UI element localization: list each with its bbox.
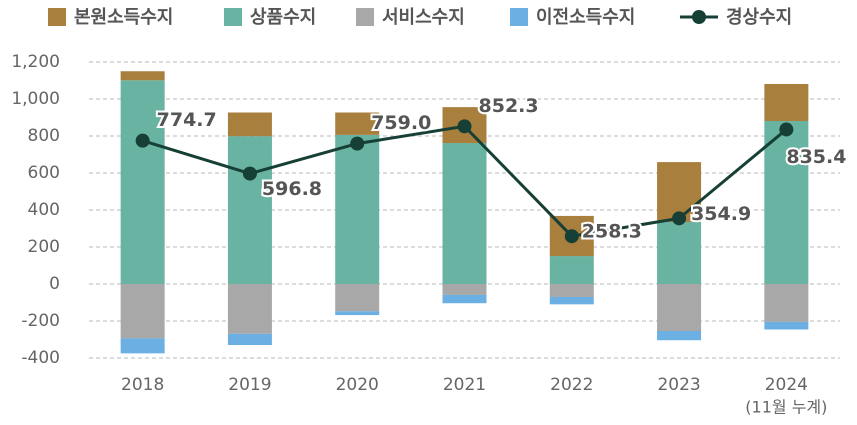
bar-segment bbox=[120, 284, 165, 339]
bar-segment bbox=[335, 112, 380, 135]
data-label: 354.9 bbox=[691, 203, 751, 225]
data-label: 258.3 bbox=[582, 221, 642, 243]
bar-segment bbox=[764, 284, 809, 322]
legend-label: 상품수지 bbox=[250, 7, 316, 28]
y-tick-label: 600 bbox=[28, 163, 60, 183]
x-tick-label: 2022 bbox=[550, 375, 593, 395]
bar-segment bbox=[442, 143, 487, 284]
line-point bbox=[242, 166, 257, 181]
y-tick-label: 200 bbox=[28, 237, 60, 257]
line-point bbox=[564, 229, 579, 244]
bar-segment bbox=[442, 284, 487, 295]
data-label: 835.4 bbox=[786, 146, 846, 168]
y-tick-label: 1,000 bbox=[11, 89, 60, 109]
x-tick-label: 2019 bbox=[228, 375, 271, 395]
data-label: 774.7 bbox=[157, 109, 217, 131]
x-tick-label: 2024 bbox=[765, 375, 808, 395]
y-tick-label: 800 bbox=[28, 126, 60, 146]
y-tick-label: 0 bbox=[49, 274, 60, 294]
bar-segment bbox=[549, 284, 594, 297]
bar-segment bbox=[227, 136, 272, 284]
bar-segment bbox=[335, 134, 380, 284]
x-tick-label: 2023 bbox=[657, 375, 700, 395]
bar-segment bbox=[549, 256, 594, 284]
bar-segment bbox=[335, 284, 380, 312]
bar-segment bbox=[657, 222, 702, 284]
bar-segment bbox=[120, 71, 165, 81]
legend-swatch bbox=[224, 8, 242, 26]
bar-segment bbox=[120, 338, 165, 354]
legend-label: 경상수지 bbox=[726, 7, 792, 28]
bar-segment bbox=[120, 80, 165, 284]
bar-segment bbox=[764, 321, 809, 330]
x-tick-label: 2020 bbox=[336, 375, 379, 395]
bar-segment bbox=[442, 294, 487, 304]
y-tick-label: 400 bbox=[28, 200, 60, 220]
bar-segment bbox=[764, 84, 809, 122]
x-tick-label: 2021 bbox=[443, 375, 486, 395]
y-tick-label: -400 bbox=[21, 348, 60, 368]
bar-segment bbox=[227, 333, 272, 346]
legend-label: 서비스수지 bbox=[382, 7, 465, 28]
bar-segment bbox=[764, 121, 809, 284]
legend-label: 본원소득수지 bbox=[74, 7, 173, 28]
legend-swatch bbox=[510, 8, 528, 26]
x-note: (11월 누계) bbox=[745, 398, 827, 417]
legend-swatch bbox=[48, 8, 66, 26]
bar-segment bbox=[657, 330, 702, 341]
line-point bbox=[672, 211, 687, 226]
line-point bbox=[457, 119, 472, 134]
line-point bbox=[350, 136, 365, 151]
line-point bbox=[135, 133, 150, 148]
bar-segment bbox=[549, 296, 594, 305]
y-tick-label: 1,200 bbox=[11, 52, 60, 72]
data-label: 759.0 bbox=[371, 112, 431, 134]
bar-segment bbox=[227, 112, 272, 137]
data-label: 596.8 bbox=[262, 178, 322, 200]
bar-segment bbox=[657, 284, 702, 331]
line-point bbox=[779, 122, 794, 137]
legend-dot bbox=[692, 10, 706, 24]
y-tick-label: -200 bbox=[21, 311, 60, 331]
bar-segment bbox=[335, 311, 380, 316]
legend-swatch bbox=[356, 8, 374, 26]
legend-label: 이전소득수지 bbox=[536, 7, 635, 28]
x-tick-label: 2018 bbox=[121, 375, 164, 395]
bar-segment bbox=[227, 284, 272, 334]
data-label: 852.3 bbox=[479, 95, 539, 117]
